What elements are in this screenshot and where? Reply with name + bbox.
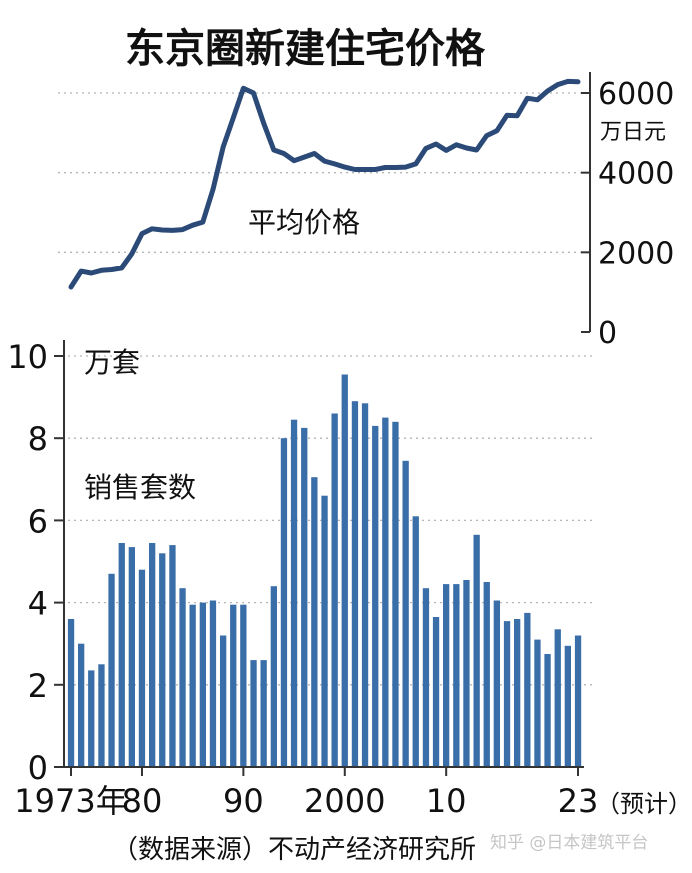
sales-bar (199, 602, 206, 767)
bar-series-label: 销售套数 (84, 471, 196, 504)
sales-bar (67, 619, 75, 767)
sales-bar (361, 403, 369, 767)
sales-bar (270, 586, 277, 767)
watermark: 知乎 @日本建筑平台 (490, 833, 648, 853)
bar-x-tick-label: 80 (122, 782, 163, 820)
sales-bar (311, 477, 318, 767)
line-y-tick-label: 2000 (598, 236, 674, 271)
sales-bar (432, 617, 440, 767)
sales-bar (138, 569, 146, 767)
sales-bar (524, 612, 531, 767)
bar-x-tick-label: 1973年 (14, 782, 127, 820)
chart-title: 东京圈新建住宅价格 (125, 26, 486, 72)
sales-bar (209, 600, 217, 767)
sales-bar (260, 660, 267, 767)
sales-bar (564, 645, 571, 767)
sales-bar (220, 635, 227, 767)
sales-bar (514, 619, 521, 767)
sales-bar (290, 419, 298, 767)
line-y-tick-label: 4000 (598, 157, 674, 192)
sales-bar (382, 417, 389, 767)
sales-bar (331, 413, 338, 767)
sales-bar (341, 374, 348, 767)
sales-bar (422, 588, 430, 767)
sales-bar (301, 427, 308, 767)
sales-bar (554, 629, 561, 767)
sales-bar (493, 600, 500, 767)
data-source-note: （数据来源）不动产经济研究所 (112, 835, 476, 865)
sales-bar (473, 534, 480, 767)
sales-bar (230, 604, 237, 767)
line-y-tick-label: 0 (598, 316, 617, 351)
sales-bar (88, 670, 95, 767)
sales-bar (544, 654, 551, 767)
bar-y-unit: 万套 (84, 346, 140, 379)
sales-bar (351, 401, 359, 767)
bar-y-tick-label: 4 (28, 585, 48, 623)
sales-bar (189, 604, 196, 767)
sales-bar (321, 495, 328, 767)
sales-bar (443, 584, 450, 767)
sales-bar (534, 639, 541, 767)
sales-bar (128, 547, 135, 767)
bar-y-tick-label: 10 (7, 338, 48, 376)
bar-x-tick-label: 2000 (304, 782, 385, 820)
sales-bar (250, 660, 257, 767)
sales-bar (503, 621, 511, 767)
sales-bar (280, 438, 288, 767)
sales-bar (372, 425, 379, 767)
sales-bar (453, 584, 460, 767)
bar-x-tick-label: 23 (558, 782, 599, 820)
average-price-line (68, 78, 581, 290)
bar-y-tick-label: 8 (28, 420, 48, 458)
bar-y-tick-label: 6 (28, 502, 48, 540)
bar-y-tick-label: 2 (28, 667, 48, 705)
sales-bar (78, 643, 85, 767)
sales-bar (392, 421, 399, 767)
bar-x-tick-label: 10 (426, 782, 467, 820)
sales-bar (169, 545, 176, 767)
sales-bar (483, 582, 490, 767)
bar-y-tick-label: 0 (28, 749, 48, 787)
sales-bar (108, 573, 115, 767)
sales-bar (574, 635, 582, 767)
line-series-label: 平均价格 (248, 206, 360, 239)
sales-bar (463, 580, 470, 767)
bar-x-tick-label: 90 (223, 782, 264, 820)
sales-bar (98, 664, 105, 768)
sales-bar (118, 543, 125, 767)
sales-bar (159, 553, 166, 767)
line-y-tick-label: 6000 (598, 77, 674, 112)
sales-bar (179, 588, 186, 767)
sales-bar (240, 604, 247, 767)
sales-bar (402, 460, 409, 767)
bar-x-note: （预计） (596, 790, 692, 818)
sales-bar (149, 543, 156, 767)
sales-bar (412, 516, 419, 767)
line-y-unit: 万日元 (600, 120, 666, 145)
